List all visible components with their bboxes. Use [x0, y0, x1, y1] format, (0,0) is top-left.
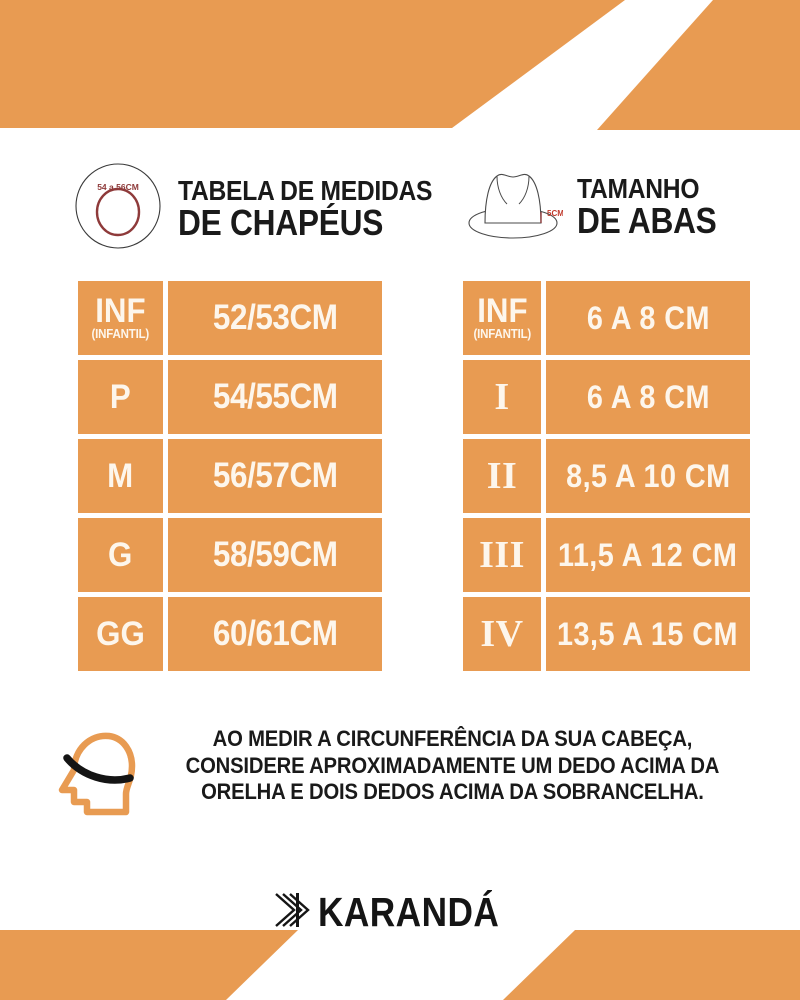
size-label-cell: II	[463, 439, 541, 513]
table-row: M 56/57CM	[78, 439, 382, 513]
table-row: III 11,5 A 12 CM	[463, 518, 750, 592]
table-row: INF (INFANTIL) 52/53CM	[78, 281, 382, 355]
top-decorative-banner	[0, 0, 800, 130]
size-value: 6 A 8 CM	[586, 378, 710, 415]
size-value-cell: 52/53CM	[168, 281, 382, 355]
hat-size-table: INF (INFANTIL) 52/53CM P 54/55CM M 56/57CM G 58/…	[78, 281, 382, 671]
size-label: INF	[476, 291, 528, 330]
note-line-2: CONSIDERE APROXIMADAMENTE UM DEDO ACIMA …	[185, 752, 719, 778]
size-value-cell: 6 A 8 CM	[546, 281, 750, 355]
size-label: II	[486, 454, 518, 497]
brim-size-table: INF (INFANTIL) 6 A 8 CM I 6 A 8 CM II 8,5 A 10…	[463, 281, 750, 671]
note-text-block: AO MEDIR A CIRCUNFERÊNCIA DA SUA CABEÇA,…	[185, 726, 719, 806]
section-headers: 54 a 56CM TABELA DE MEDIDAS DE CHAPÉUS 5…	[0, 160, 800, 260]
table-row: P 54/55CM	[78, 360, 382, 434]
size-value-cell: 58/59CM	[168, 518, 382, 592]
size-value: 6 A 8 CM	[586, 299, 710, 336]
header-left-text: TABELA DE MEDIDAS DE CHAPÉUS	[178, 175, 467, 243]
hat-top-icon-label: 54 a 56CM	[97, 182, 139, 192]
bottom-decorative-banner	[0, 890, 800, 1000]
header-left-line2: DE CHAPÉUS	[178, 201, 384, 243]
bottom-banner-shapes	[0, 930, 800, 1000]
size-value-cell: 60/61CM	[168, 597, 382, 671]
note-line-3: ORELHA E DOIS DEDOS ACIMA DA SOBRANCELHA…	[200, 779, 704, 805]
header-tamanho-de-abas: 5CM TAMANHO DE ABAS	[463, 160, 736, 253]
size-label: M	[107, 456, 134, 495]
note-line-1: AO MEDIR A CIRCUNFERÊNCIA DA SUA CABEÇA,	[212, 726, 692, 751]
size-label: P	[110, 377, 131, 416]
table-row: G 58/59CM	[78, 518, 382, 592]
size-sublabel: (INFANTIL)	[91, 327, 150, 342]
fedora-hat-side-view-icon: 5CM	[463, 160, 564, 253]
logo-wordmark: KARANDÁ	[317, 889, 499, 935]
size-value: 60/61CM	[212, 614, 338, 654]
size-sublabel: (INFANTIL)	[473, 327, 531, 342]
table-row: IV 13,5 A 15 CM	[463, 597, 750, 671]
header-left-line1: TABELA DE MEDIDAS	[178, 175, 433, 207]
size-label: IV	[480, 612, 524, 655]
hat-top-view-icon: 54 a 56CM	[72, 160, 164, 257]
size-label-cell: INF (INFANTIL)	[78, 281, 163, 355]
header-right-text: TAMANHO DE ABAS	[577, 173, 736, 241]
size-label: INF	[95, 291, 146, 330]
size-value-cell: 56/57CM	[168, 439, 382, 513]
size-value: 8,5 A 10 CM	[565, 457, 731, 494]
header-right-line1: TAMANHO	[577, 173, 700, 205]
size-label-cell: IV	[463, 597, 541, 671]
size-value-cell: 54/55CM	[168, 360, 382, 434]
size-label-cell: P	[78, 360, 163, 434]
size-label-cell: I	[463, 360, 541, 434]
size-label-cell: III	[463, 518, 541, 592]
table-row: GG 60/61CM	[78, 597, 382, 671]
karanda-k-chevron-icon	[272, 888, 316, 937]
table-row: INF (INFANTIL) 6 A 8 CM	[463, 281, 750, 355]
size-value-cell: 8,5 A 10 CM	[546, 439, 750, 513]
head-profile-measuring-icon	[52, 728, 138, 825]
size-value: 54/55CM	[212, 377, 338, 417]
size-label-cell: INF (INFANTIL)	[463, 281, 541, 355]
brand-logo: KARANDÁ	[0, 888, 800, 937]
size-label: III	[479, 533, 525, 576]
size-value: 58/59CM	[212, 535, 338, 575]
size-label: G	[108, 535, 133, 574]
size-value: 52/53CM	[212, 298, 338, 338]
size-label-cell: M	[78, 439, 163, 513]
size-value: 11,5 A 12 CM	[558, 536, 738, 573]
size-value: 56/57CM	[212, 456, 338, 496]
size-value: 13,5 A 15 CM	[557, 615, 739, 652]
top-banner-shapes	[0, 0, 800, 130]
size-label-cell: GG	[78, 597, 163, 671]
size-value-cell: 13,5 A 15 CM	[546, 597, 750, 671]
size-label-cell: G	[78, 518, 163, 592]
size-label: GG	[96, 614, 145, 653]
header-tabela-de-medidas: 54 a 56CM TABELA DE MEDIDAS DE CHAPÉUS	[72, 160, 467, 257]
size-value-cell: 6 A 8 CM	[546, 360, 750, 434]
size-value-cell: 11,5 A 12 CM	[546, 518, 750, 592]
table-row: I 6 A 8 CM	[463, 360, 750, 434]
brim-icon-label: 5CM	[547, 209, 563, 218]
measuring-instruction-note: AO MEDIR A CIRCUNFERÊNCIA DA SUA CABEÇA,…	[0, 726, 800, 825]
table-row: II 8,5 A 10 CM	[463, 439, 750, 513]
header-right-line2: DE ABAS	[577, 199, 717, 241]
size-label: I	[494, 375, 510, 418]
